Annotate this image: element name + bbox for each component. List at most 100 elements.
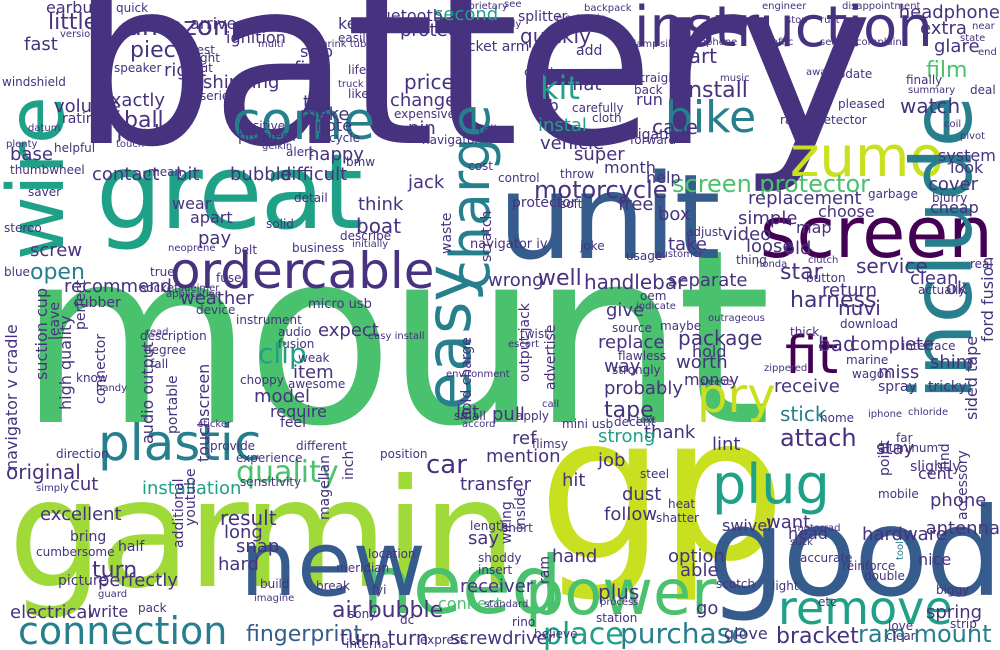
word-wrong: wrong	[488, 270, 544, 291]
word-usage: usage	[626, 249, 663, 263]
word-sony: sony	[348, 607, 377, 621]
word-super: super	[574, 144, 625, 165]
word-make: make	[300, 104, 350, 125]
word-weather: weather	[180, 288, 254, 309]
word-audio: audio	[278, 325, 312, 339]
word-simply: simply	[36, 483, 69, 494]
word-thank: thank	[644, 422, 696, 443]
word-watch: watch	[900, 94, 961, 118]
word-description: description	[140, 329, 207, 343]
word-escort: escort	[508, 339, 540, 350]
word-state: state	[960, 33, 986, 44]
word-know: know	[76, 371, 108, 385]
word-strong: strong	[598, 426, 656, 447]
word-summary: summary	[908, 85, 956, 96]
word-easily: easily	[338, 31, 373, 45]
word-station: station	[596, 611, 638, 625]
word-short: short	[502, 521, 533, 535]
word-carefully: carefully	[572, 101, 624, 115]
word-cut: cut	[70, 474, 99, 495]
word-probably: probably	[604, 378, 683, 399]
word-vehicle: vehicle	[540, 133, 605, 154]
word-cent: cent	[918, 464, 954, 483]
word-insert: insert	[478, 563, 513, 577]
word-cost: cost	[468, 159, 493, 173]
word-bring: bring	[70, 529, 107, 545]
word-bmw: bmw	[346, 155, 376, 169]
word-ball: ball	[124, 108, 164, 133]
word-multi: multi	[258, 39, 284, 50]
word-detail: detail	[294, 191, 328, 205]
word-sleeve: sleeve	[700, 377, 733, 388]
word-stop: stop	[786, 15, 808, 26]
word-turn: turn	[92, 558, 138, 583]
word-plenty: plenty	[6, 139, 38, 150]
word-system: system	[938, 146, 996, 165]
word-want: want	[766, 512, 811, 533]
word-socket: socket	[140, 281, 179, 295]
word-wear: wear	[172, 194, 212, 213]
word-actually: actually	[918, 283, 966, 297]
word-complete: complete	[850, 334, 935, 355]
word-oem: oem	[640, 289, 667, 303]
word-receiver: receiver	[460, 576, 534, 597]
word-clear: clear	[886, 629, 916, 643]
word-run: run	[636, 90, 663, 109]
word-saver: saver	[28, 185, 62, 199]
word-ford: ford	[116, 122, 160, 147]
word-video: video	[722, 224, 772, 245]
word-half: half	[118, 539, 145, 555]
word-bad: bad	[818, 332, 856, 356]
word-open: open	[30, 260, 85, 285]
word-fuse: fuse	[216, 271, 242, 285]
word-magellan: magellan	[317, 455, 333, 520]
word-quick: quick	[116, 1, 149, 15]
word-strip: strip	[950, 617, 977, 631]
word-true: true	[150, 265, 175, 279]
word-provide: provide	[210, 439, 256, 453]
word-battery: battery	[70, 0, 873, 198]
word-tight: tight	[192, 51, 220, 65]
word-deal: deal	[970, 83, 996, 97]
word-ram: ram	[537, 556, 553, 584]
word-trip: trip	[366, 0, 387, 13]
word-sensitivity: sensitivity	[240, 475, 302, 489]
word-helpful: helpful	[54, 141, 96, 155]
word-part: part	[676, 44, 718, 68]
word-adeimer: adeimer	[178, 283, 220, 294]
word-good: good	[707, 482, 1000, 624]
word-create: create	[524, 65, 563, 79]
word-harness: harness	[790, 288, 877, 313]
word-bracket: bracket	[776, 624, 859, 649]
word-finally: finally	[906, 73, 943, 87]
word-device: device	[196, 303, 236, 317]
word-traffic: traffic	[764, 37, 794, 48]
word-model: model	[254, 386, 311, 407]
word-quality: quality	[236, 455, 339, 490]
word-meridian: meridian	[336, 561, 390, 575]
word-glare: glare	[934, 36, 980, 57]
word-touch: touch	[116, 139, 145, 150]
word-bicycle: bicycle	[318, 131, 360, 145]
word-attach: attach	[780, 424, 857, 452]
word-blurry: blurry	[932, 191, 968, 205]
word-connection: connection	[18, 609, 228, 650]
word-initially: initially	[352, 239, 389, 250]
word-instruction: instruction	[634, 0, 933, 60]
word-handy: handy	[96, 383, 128, 394]
word-alert: alert	[286, 145, 314, 159]
word-film: film	[926, 58, 968, 83]
word-replacement: replacement	[748, 188, 862, 209]
word-turn-turn: turn turn	[340, 626, 429, 650]
word-application: application	[166, 289, 222, 300]
word-etc: etc	[818, 595, 837, 609]
word-note: note	[316, 116, 353, 135]
word-high-quality: high quality	[56, 315, 75, 410]
word-item: item	[293, 362, 334, 383]
word-way: way	[604, 356, 641, 377]
word-return: return	[822, 280, 878, 301]
word-excellent: excellent	[40, 504, 122, 525]
word-marine: marine	[846, 353, 889, 367]
word-fall: fall	[150, 357, 169, 371]
word-garbage: garbage	[868, 187, 918, 201]
